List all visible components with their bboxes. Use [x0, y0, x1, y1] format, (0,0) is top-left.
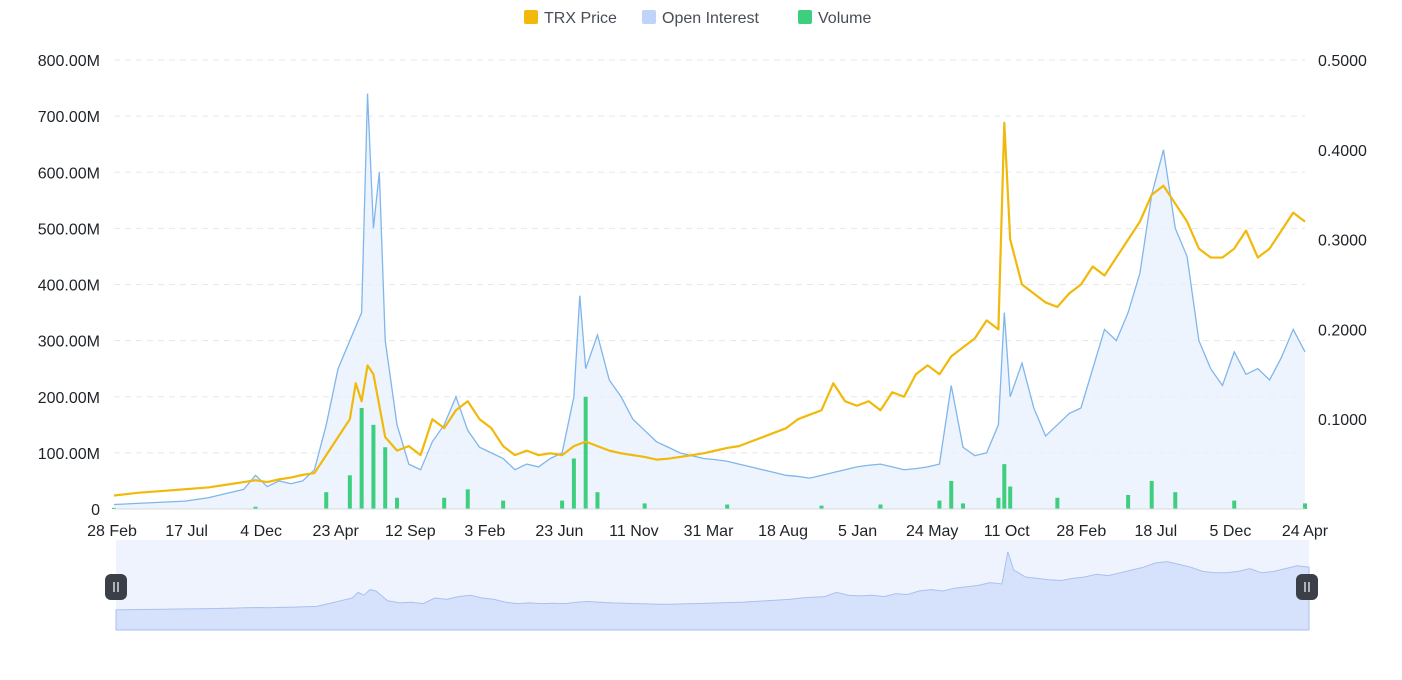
volume-bar	[359, 407, 364, 509]
x-axis-tick-label: 11 Nov	[609, 523, 659, 540]
x-axis-tick-label: 12 Sep	[385, 523, 436, 540]
volume-bar	[725, 504, 730, 509]
legend[interactable]: TRX Price Open Interest Volume	[524, 10, 871, 27]
left-axis-tick-label: 100.00M	[38, 446, 100, 463]
x-axis-tick-label: 23 Jun	[535, 523, 583, 540]
volume-bar	[347, 475, 352, 509]
navigator-series	[115, 551, 1310, 631]
right-axis-tick-label: 0.5000	[1318, 53, 1367, 70]
x-axis-tick-label: 18 Aug	[758, 523, 808, 540]
x-axis-tick-label: 11 Oct	[984, 523, 1031, 540]
volume-bar	[996, 497, 1001, 509]
legend-item-trx-price[interactable]: TRX Price	[524, 10, 617, 27]
volume-bar	[112, 507, 116, 509]
volume-bar	[583, 396, 588, 509]
x-axis-tick-label: 24 Apr	[1282, 523, 1329, 540]
x-axis-tick-label: 5 Dec	[1210, 523, 1252, 540]
volume-bar	[595, 492, 600, 509]
volume-bar	[878, 504, 883, 509]
volume-bar	[571, 458, 576, 509]
x-axis-tick-label: 17 Jul	[165, 523, 208, 540]
x-axis-tick-label: 3 Feb	[464, 523, 505, 540]
volume-bar	[324, 492, 329, 509]
volume-bar	[395, 497, 400, 509]
left-axis-tick-label: 800.00M	[38, 53, 100, 70]
legend-swatch	[642, 10, 656, 24]
volume-bar	[1149, 480, 1154, 509]
left-axis-tick-label: 500.00M	[38, 221, 100, 238]
x-axis-tick-label: 4 Dec	[240, 523, 282, 540]
right-axis-tick-label: 0.4000	[1318, 143, 1367, 160]
series-volume	[112, 396, 1307, 509]
legend-swatch	[798, 10, 812, 24]
volume-bar	[819, 505, 824, 509]
legend-label: Volume	[818, 10, 871, 27]
volume-bar	[383, 447, 388, 509]
volume-bar	[1002, 464, 1007, 509]
navigator-handle-left[interactable]	[105, 574, 127, 600]
x-axis-tick-label: 24 May	[906, 523, 958, 540]
series-open-interest-area	[114, 93, 1305, 509]
right-axis-tick-label: 0.3000	[1318, 233, 1367, 250]
x-axis-tick-label: 23 Apr	[313, 523, 360, 540]
volume-bar	[465, 489, 470, 509]
left-axis-tick-label: 0	[91, 502, 100, 519]
volume-bar	[371, 424, 376, 509]
plot-area	[112, 93, 1307, 509]
x-axis-tick-label: 18 Jul	[1135, 523, 1178, 540]
volume-bar	[1232, 500, 1237, 509]
volume-bar	[1303, 503, 1307, 509]
volume-bar	[1055, 497, 1060, 509]
volume-bar	[1008, 486, 1013, 509]
left-axis-tick-label: 400.00M	[38, 278, 100, 295]
legend-item-volume[interactable]: Volume	[798, 10, 871, 27]
volume-bar	[1173, 492, 1178, 509]
legend-item-open-interest[interactable]: Open Interest	[642, 10, 760, 27]
series-trx-price-line	[113, 121, 1306, 497]
volume-bar	[442, 497, 447, 509]
volume-bar	[253, 506, 258, 509]
left-axis-tick-label: 600.00M	[38, 165, 100, 182]
legend-label: TRX Price	[544, 10, 617, 27]
volume-bar	[937, 500, 942, 509]
x-axis-tick-label: 28 Feb	[87, 523, 137, 540]
left-axis-tick-label: 200.00M	[38, 390, 100, 407]
left-axis-tick-label: 700.00M	[38, 109, 100, 126]
x-axis-tick-label: 28 Feb	[1056, 523, 1106, 540]
x-axis-tick-label: 31 Mar	[684, 523, 734, 540]
volume-bar	[501, 500, 506, 509]
volume-bar	[560, 500, 565, 509]
range-navigator[interactable]	[105, 540, 1318, 631]
volume-bar	[1126, 494, 1131, 509]
navigator-handle-right[interactable]	[1296, 574, 1318, 600]
axes: 0 100.00M 200.00M 300.00M 400.00M 500.00M 600.…	[38, 53, 1367, 540]
volume-bar	[961, 503, 966, 509]
legend-swatch	[524, 10, 538, 24]
right-axis-tick-label: 0.2000	[1318, 322, 1367, 339]
left-axis-tick-label: 300.00M	[38, 334, 100, 351]
volume-bar	[949, 480, 954, 509]
legend-label: Open Interest	[662, 10, 760, 27]
x-axis-tick-label: 5 Jan	[838, 523, 877, 540]
right-axis-tick-label: 0.1000	[1318, 412, 1367, 429]
series-open-interest-line	[113, 93, 1306, 506]
grid-lines	[114, 59, 1305, 454]
volume-bar	[642, 503, 647, 509]
